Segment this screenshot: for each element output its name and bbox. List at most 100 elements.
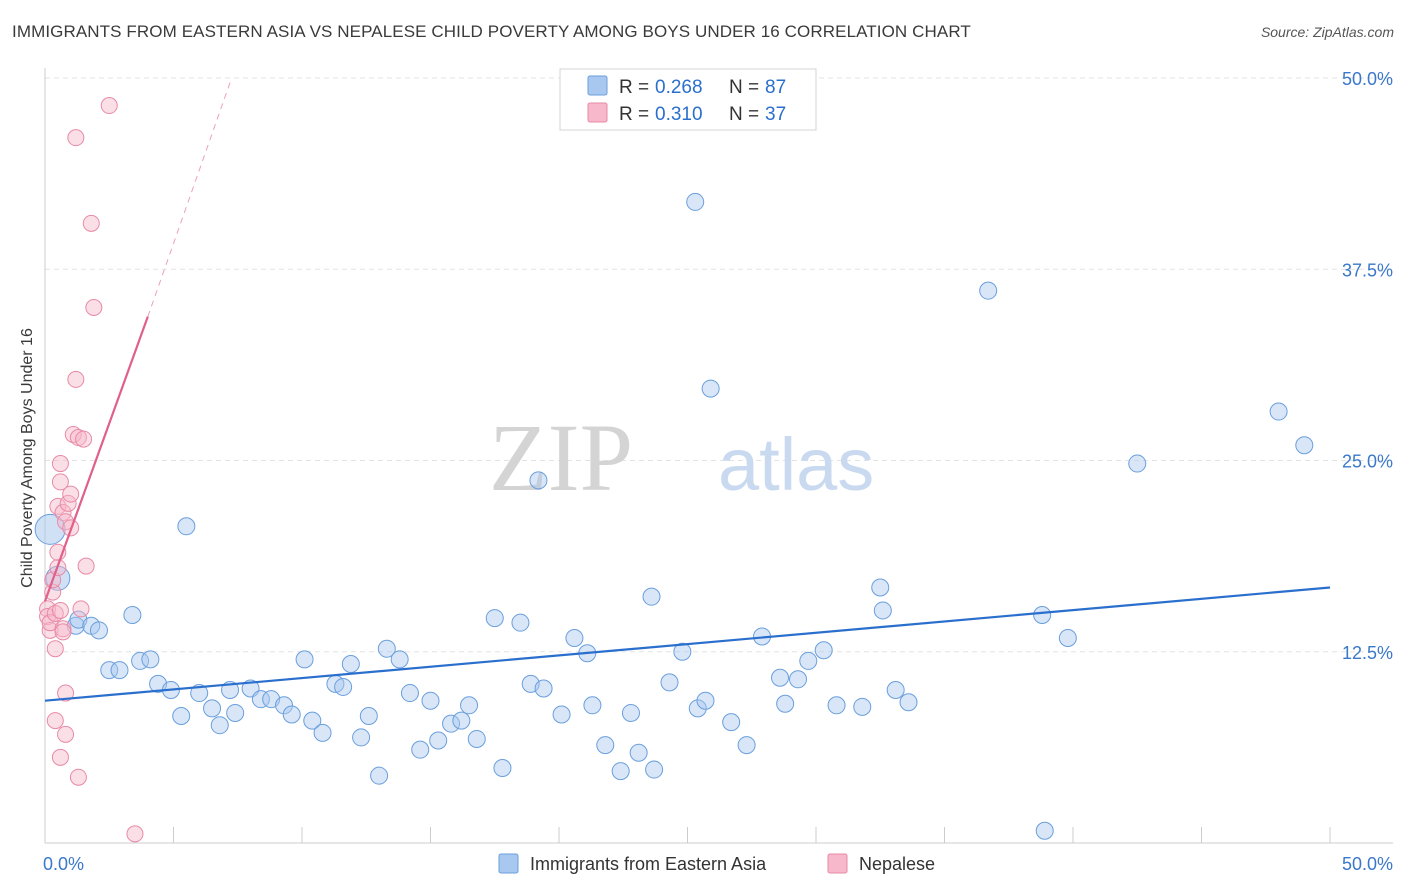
data-point-nepalese: [64, 425, 82, 443]
data-point-nepalese: [57, 684, 75, 702]
trend-line-nepalese-extension: [147, 82, 231, 317]
data-point-immigrants-eastern-asia: [226, 703, 245, 722]
data-point-immigrants-eastern-asia: [460, 696, 479, 715]
data-point-immigrants-eastern-asia: [251, 690, 270, 709]
data-point-immigrants-eastern-asia: [141, 650, 160, 669]
data-point-nepalese: [51, 601, 69, 619]
series-legend-swatch-blue: [498, 853, 519, 874]
data-point-immigrants-eastern-asia: [411, 740, 430, 759]
y-tick-label: 50.0%: [1342, 69, 1393, 89]
y-tick-label: 25.0%: [1342, 452, 1393, 472]
data-point-nepalese: [67, 129, 85, 147]
watermark-atlas: atlas: [718, 423, 874, 506]
data-point-immigrants-eastern-asia: [172, 707, 191, 726]
data-point-nepalese: [82, 214, 100, 232]
data-point-immigrants-eastern-asia: [203, 699, 222, 718]
data-point-immigrants-eastern-asia: [190, 684, 209, 703]
data-point-immigrants-eastern-asia: [1128, 454, 1147, 473]
data-point-immigrants-eastern-asia: [737, 736, 756, 755]
data-point-immigrants-eastern-asia: [899, 693, 918, 712]
data-point-immigrants-eastern-asia: [611, 762, 630, 781]
data-point-immigrants-eastern-asia: [771, 668, 790, 687]
data-point-immigrants-eastern-asia: [123, 606, 142, 625]
legend-r-value: 0.268: [655, 77, 703, 98]
data-point-immigrants-eastern-asia: [352, 728, 371, 747]
data-point-immigrants-eastern-asia: [313, 723, 332, 742]
data-point-immigrants-eastern-asia: [400, 684, 419, 703]
legend-n-value: 37: [765, 104, 786, 125]
data-point-immigrants-eastern-asia: [827, 696, 846, 715]
chart-title: IMMIGRANTS FROM EASTERN ASIA VS NEPALESE…: [12, 22, 971, 41]
legend-swatch-blue: [587, 75, 608, 96]
tick-labels: 12.5% 25.0% 37.5% 50.0% 0.0% 50.0%: [43, 69, 1393, 874]
trend-line-nepalese: [43, 316, 149, 602]
data-point-immigrants-eastern-asia: [886, 681, 905, 699]
series-legend-label: Nepalese: [859, 854, 935, 874]
data-point-immigrants-eastern-asia: [621, 703, 640, 722]
data-point-immigrants-eastern-asia: [1295, 436, 1314, 455]
data-point-immigrants-eastern-asia: [1269, 402, 1288, 421]
data-point-immigrants-eastern-asia: [688, 699, 707, 718]
legend-r-value: 0.310: [655, 104, 703, 125]
x-tick-label: 50.0%: [1342, 854, 1393, 874]
data-point-immigrants-eastern-asia: [100, 661, 119, 680]
data-point-immigrants-eastern-asia: [529, 471, 548, 490]
data-point-nepalese: [57, 725, 75, 743]
trend-lines: [43, 82, 1331, 702]
series-legend: Immigrants from Eastern Asia Nepalese: [498, 853, 935, 874]
source-credit: Source: ZipAtlas.com: [1260, 24, 1394, 40]
data-point-immigrants-eastern-asia: [873, 601, 892, 620]
data-point-nepalese: [51, 748, 69, 766]
stats-legend: R = 0.268 N = 87 R = 0.310 N = 37: [559, 68, 817, 131]
data-point-immigrants-eastern-asia: [853, 697, 872, 716]
legend-n-label: N =: [729, 104, 759, 125]
data-point-immigrants-eastern-asia: [799, 651, 818, 670]
data-point-immigrants-eastern-asia: [686, 192, 705, 211]
grid-lines: [45, 77, 1390, 653]
data-point-nepalese: [51, 473, 69, 491]
data-point-immigrants-eastern-asia: [390, 650, 409, 669]
data-point-immigrants-eastern-asia: [442, 714, 461, 733]
data-point-immigrants-eastern-asia: [493, 759, 512, 778]
data-point-immigrants-eastern-asia: [701, 379, 720, 398]
data-point-immigrants-eastern-asia: [645, 760, 664, 779]
data-point-nepalese: [46, 605, 64, 622]
data-point-immigrants-eastern-asia: [210, 716, 229, 735]
series-immigrants-eastern-asia: [34, 192, 1314, 840]
data-point-immigrants-eastern-asia: [534, 679, 553, 698]
data-point-immigrants-eastern-asia: [429, 731, 448, 750]
data-point-nepalese: [75, 430, 93, 448]
data-point-immigrants-eastern-asia: [275, 696, 294, 715]
data-point-immigrants-eastern-asia: [722, 713, 741, 732]
data-point-immigrants-eastern-asia: [696, 691, 715, 710]
data-point-nepalese: [77, 557, 95, 575]
data-point-nepalese: [51, 455, 69, 473]
data-point-nepalese: [126, 825, 144, 843]
data-point-nepalese: [67, 370, 85, 388]
data-point-immigrants-eastern-asia: [979, 281, 998, 300]
data-point-nepalese: [46, 640, 64, 658]
data-point-immigrants-eastern-asia: [673, 642, 692, 661]
data-point-immigrants-eastern-asia: [282, 705, 301, 724]
axes: [44, 68, 1393, 844]
data-point-immigrants-eastern-asia: [89, 621, 108, 640]
data-point-immigrants-eastern-asia: [295, 650, 314, 669]
data-point-immigrants-eastern-asia: [583, 696, 602, 715]
data-point-immigrants-eastern-asia: [1033, 606, 1052, 625]
data-point-immigrants-eastern-asia: [776, 694, 795, 713]
data-point-nepalese: [46, 712, 64, 730]
data-point-immigrants-eastern-asia: [511, 613, 530, 632]
data-point-immigrants-eastern-asia: [303, 711, 322, 730]
data-point-immigrants-eastern-asia: [110, 661, 129, 680]
y-axis-label: Child Poverty Among Boys Under 16: [19, 328, 36, 588]
data-point-immigrants-eastern-asia: [485, 609, 504, 628]
data-point-immigrants-eastern-asia: [596, 736, 615, 755]
data-point-immigrants-eastern-asia: [421, 691, 440, 710]
data-point-immigrants-eastern-asia: [565, 628, 584, 647]
data-point-nepalese: [54, 623, 72, 641]
legend-swatch-pink: [587, 102, 608, 123]
legend-n-label: N =: [729, 77, 759, 98]
data-point-immigrants-eastern-asia: [1035, 821, 1054, 840]
data-point-immigrants-eastern-asia: [814, 641, 833, 660]
